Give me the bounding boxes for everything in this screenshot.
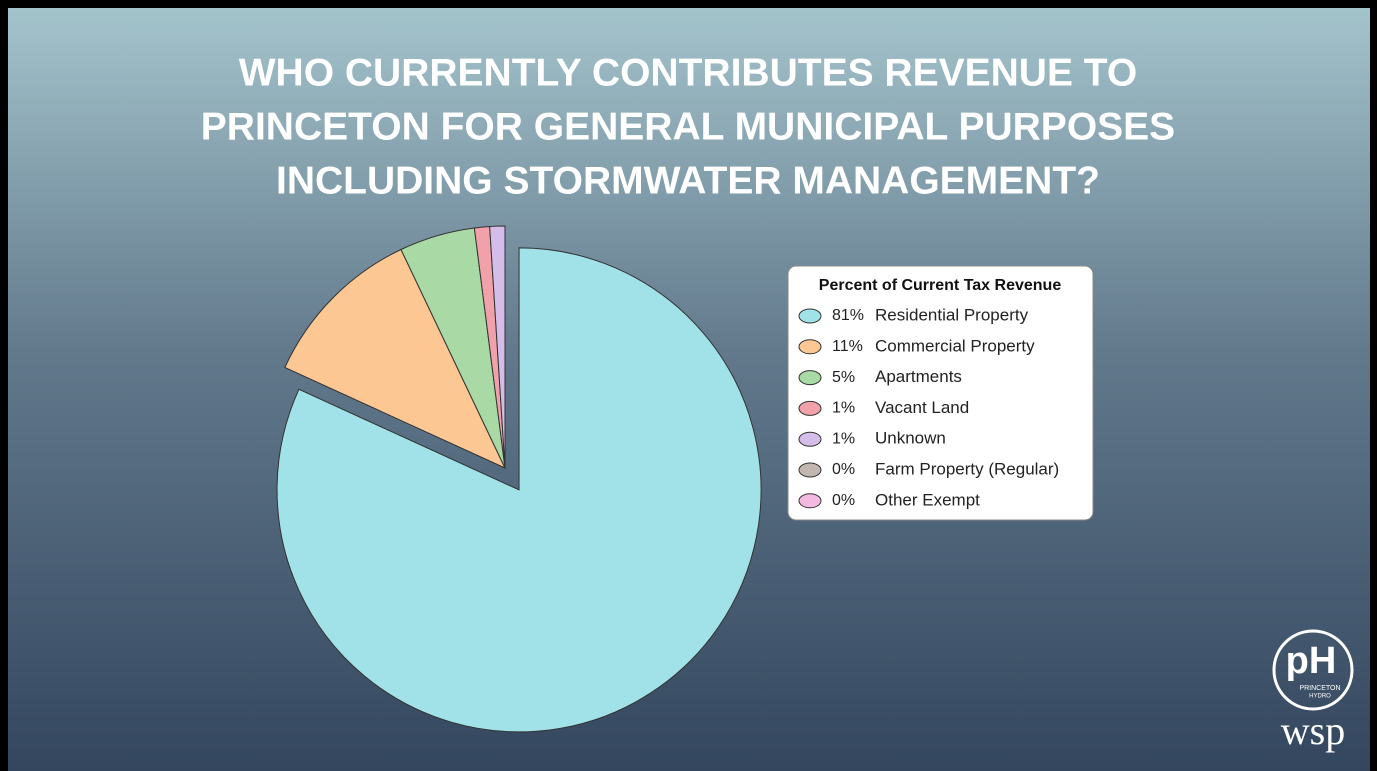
legend-title: Percent of Current Tax Revenue bbox=[819, 277, 1062, 294]
chart-title: PRINCETON FOR GENERAL MUNICIPAL PURPOSES bbox=[201, 105, 1175, 148]
legend-value: 1% bbox=[832, 400, 855, 417]
logo-partner: wsp bbox=[1281, 708, 1345, 753]
legend-value: 0% bbox=[832, 492, 855, 509]
legend-swatch bbox=[798, 370, 822, 386]
legend-label: Apartments bbox=[875, 367, 962, 386]
legend-swatch bbox=[798, 493, 822, 509]
chart-title: INCLUDING STORMWATER MANAGEMENT? bbox=[276, 159, 1100, 202]
legend-label: Vacant Land bbox=[875, 398, 969, 417]
legend-value: 81% bbox=[832, 307, 864, 324]
legend-value: 5% bbox=[832, 369, 855, 386]
legend-swatch bbox=[798, 308, 822, 324]
legend-swatch bbox=[798, 339, 822, 355]
logo-line: PRINCETON bbox=[1299, 685, 1340, 692]
legend-swatch bbox=[798, 462, 822, 478]
legend-label: Other Exempt bbox=[875, 490, 980, 509]
legend-label: Commercial Property bbox=[875, 336, 1035, 355]
legend: Percent of Current Tax Revenue 81% Residen… bbox=[787, 265, 1094, 521]
legend-box bbox=[787, 265, 1094, 521]
chart-title: WHO CURRENTLY CONTRIBUTES REVENUE TO bbox=[239, 51, 1138, 94]
legend-swatch bbox=[798, 431, 822, 447]
pie-slice bbox=[284, 248, 507, 470]
legend-value: 0% bbox=[832, 461, 855, 478]
legend-value: 11% bbox=[832, 338, 863, 355]
legend-label: Residential Property bbox=[875, 305, 1029, 324]
legend-swatch bbox=[798, 400, 822, 416]
legend-label: Unknown bbox=[875, 429, 946, 448]
legend-value: 1% bbox=[832, 430, 855, 447]
logo: pH PRINCETON HYDRO wsp bbox=[1272, 629, 1354, 753]
logo-line: HYDRO bbox=[1309, 694, 1331, 700]
pie-slice bbox=[276, 247, 762, 733]
legend-label: Farm Property (Regular) bbox=[875, 459, 1059, 478]
logo-mark: pH bbox=[1286, 640, 1337, 682]
logo-ring bbox=[1272, 629, 1354, 711]
